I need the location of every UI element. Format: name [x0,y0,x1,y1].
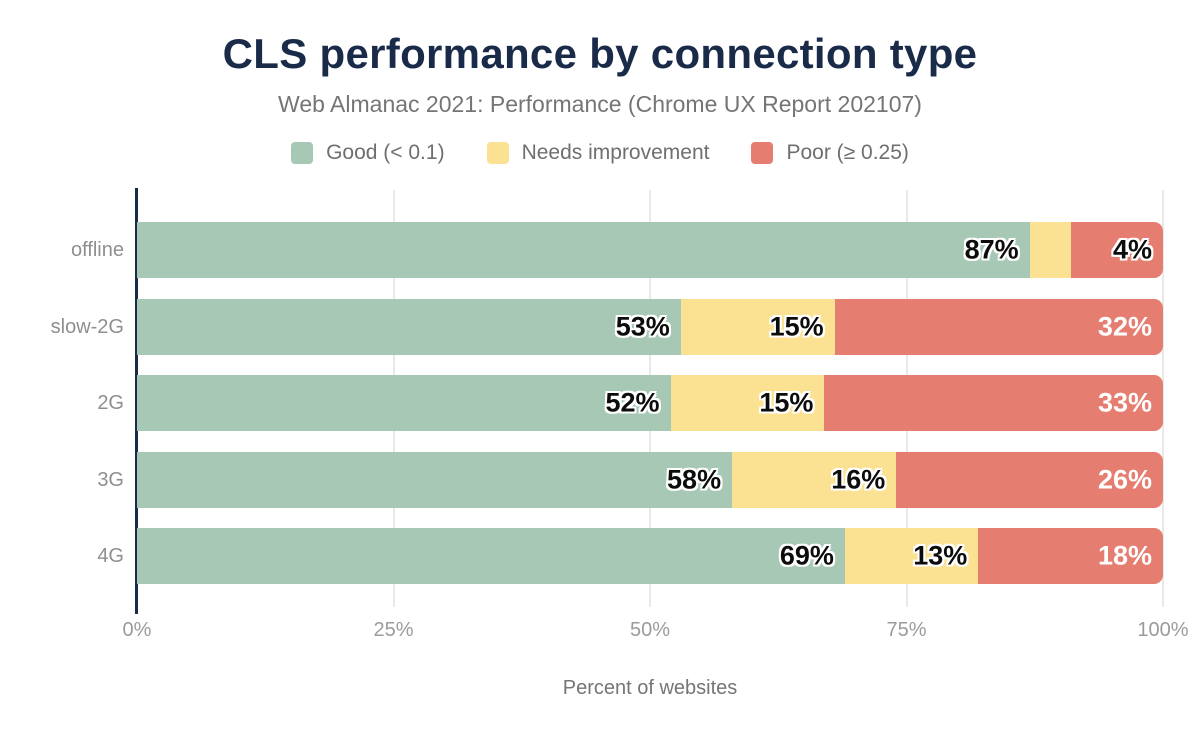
bar-segment-poor-3G: 26% [896,451,1163,508]
segment-value-label: 87% [964,234,1019,265]
bar-segment-good-4G: 69% [137,528,845,584]
bar-segment-poor-4G: 18% [978,528,1163,584]
legend-swatch-needs-improvement [486,142,509,164]
bar-segment-needs-improvement-2G: 15% [670,375,825,431]
segment-value-label: 15% [759,387,814,418]
bar-segment-needs-improvement-4G: 13% [844,528,979,584]
x-axis-title: Percent of websites [562,677,738,699]
legend-swatch-poor [751,142,774,164]
bar-segment-good-slow-2G: 53% [137,298,681,355]
segment-value-label: 58% [667,464,722,494]
bar-segment-good-2G: 52% [137,375,671,431]
x-tick-50%: 50% [629,619,671,641]
chart-title: CLS performance by connection type [222,30,978,77]
bar-2G: 52% 15% 33% [137,375,1163,431]
bar-segment-good-3G: 58% [137,451,733,508]
legend-item-needs-improvement: Needs improvement [486,141,710,165]
category-label-slow-2G: slow-2G [50,315,124,338]
category-label-2G: 2G [97,392,124,414]
bar-row-offline: offline 87% 4% [71,222,1163,278]
legend: Good (< 0.1) Needs improvement Poor (≥ 0.2… [0,141,1200,165]
plot-area: offline 87% 4% slow-2G 53% 15% 32% 2G 52% 15% 33% 3… [51,188,1189,641]
legend-label-good: Good (< 0.1) [326,141,445,164]
bar-segment-poor-slow-2G: 32% [834,298,1163,355]
x-axis-ticks: 0% 25% 50% 75% 100% [123,619,1189,643]
category-label-3G: 3G [97,468,124,491]
legend-item-good: Good (< 0.1) [291,141,445,165]
bar-row-3G: 3G 58% 16% 26% [97,451,1163,508]
segment-value-label: 18% [1097,540,1152,571]
bar-4G: 69% 13% 18% [137,528,1163,584]
bar-offline: 87% 4% [137,222,1163,278]
bar-segment-needs-improvement-slow-2G: 15% [680,298,835,355]
bar-segment-poor-offline: 4% [1070,222,1163,278]
category-label-offline: offline [70,239,124,261]
legend-swatch-good [291,142,314,164]
segment-value-label: 52% [605,387,660,418]
bar-slow-2G: 53% 15% 32% [137,298,1163,355]
legend-label-poor: Poor (≥ 0.25) [786,141,909,164]
segment-value-label: 4% [1112,234,1152,265]
bar-3G: 58% 16% 26% [137,451,1163,508]
y-axis-line [135,188,138,614]
segment-value-label: 53% [615,311,670,341]
x-tick-0%: 0% [122,619,152,641]
category-label-4G: 4G [97,545,124,567]
x-tick-75%: 75% [886,619,927,641]
bar-segment-good-offline: 87% [137,222,1030,278]
segment-value-label: 15% [769,311,824,341]
segment-value-label: 33% [1097,387,1152,418]
segment-value-label: 16% [831,464,886,494]
chart-subtitle: Web Almanac 2021: Performance (Chrome UX… [278,91,922,117]
segment-value-label: 13% [913,540,968,571]
x-tick-100%: 100% [1137,619,1189,641]
x-tick-25%: 25% [373,619,414,641]
segment-value-label: 69% [779,540,834,571]
bar-row-4G: 4G 69% 13% 18% [97,528,1163,584]
bar-segment-poor-2G: 33% [824,375,1163,431]
segment-value-label: 26% [1097,464,1152,494]
legend-label-needs-improvement: Needs improvement [521,141,710,164]
legend-item-poor: Poor (≥ 0.25) [751,141,909,165]
segment-value-label: 32% [1097,311,1152,341]
bar-segment-needs-improvement-offline [1029,222,1071,278]
bar-segment-needs-improvement-3G: 16% [732,451,897,508]
bar-row-2G: 2G 52% 15% 33% [97,375,1163,431]
bar-row-slow-2G: slow-2G 53% 15% 32% [51,298,1163,355]
gridline-100% [1162,190,1164,607]
